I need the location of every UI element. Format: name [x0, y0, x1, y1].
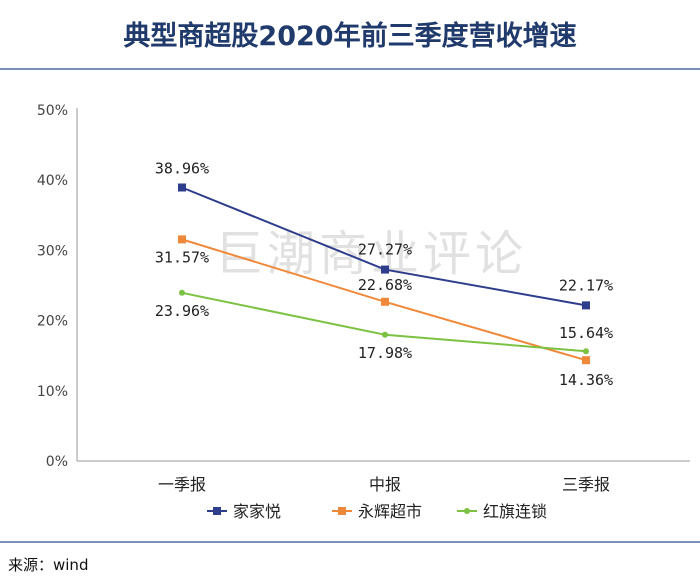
data-point — [382, 331, 388, 338]
chart-points — [178, 183, 590, 365]
chart-axes: 0% 10% 20% 30% 40% 50% 一季报 中报 三季报 — [37, 103, 690, 494]
data-label: 17.98% — [358, 344, 412, 362]
data-label: 38.96% — [155, 160, 209, 178]
legend-label: 家家悦 — [233, 502, 281, 521]
x-category-label: 中报 — [369, 475, 401, 494]
bottom-divider — [0, 541, 700, 543]
data-label: 27.27% — [358, 241, 412, 259]
data-label: 22.68% — [358, 276, 412, 294]
data-point — [583, 348, 589, 355]
data-point — [381, 297, 389, 306]
chart-title: 典型商超股2020年前三季度营收增速 — [123, 21, 577, 52]
y-tick-label: 20% — [37, 314, 68, 330]
top-divider — [0, 68, 700, 70]
data-label: 22.17% — [559, 276, 613, 294]
y-tick-label: 0% — [46, 454, 68, 470]
y-tick-label: 40% — [37, 173, 68, 189]
data-point — [178, 235, 186, 244]
watermark: 巨潮商业评论 — [215, 226, 527, 282]
source-note: 来源：wind — [8, 556, 89, 574]
data-point — [179, 289, 185, 296]
data-point — [582, 356, 590, 365]
y-tick-label: 30% — [37, 243, 68, 259]
legend-label: 永辉超市 — [358, 502, 422, 521]
data-label: 15.64% — [559, 324, 613, 342]
data-label: 31.57% — [155, 248, 209, 266]
legend-marker — [213, 507, 221, 515]
legend-marker — [464, 508, 470, 514]
x-category-label: 一季报 — [158, 475, 206, 494]
chart-legend: 家家悦 永辉超市 红旗连锁 — [207, 502, 547, 521]
y-tick-label: 10% — [37, 384, 68, 400]
y-tick-label: 50% — [37, 103, 68, 119]
data-label: 23.96% — [155, 302, 209, 320]
legend-label: 红旗连锁 — [483, 502, 547, 521]
data-point — [178, 183, 186, 192]
chart-data-labels: 38.96% 27.27% 22.17% 31.57% 22.68% 14.36% 23.9… — [155, 160, 613, 390]
x-category-label: 三季报 — [562, 475, 610, 494]
legend-marker — [338, 507, 346, 515]
data-label: 14.36% — [559, 371, 613, 389]
data-point — [582, 301, 590, 310]
data-point — [381, 265, 389, 274]
